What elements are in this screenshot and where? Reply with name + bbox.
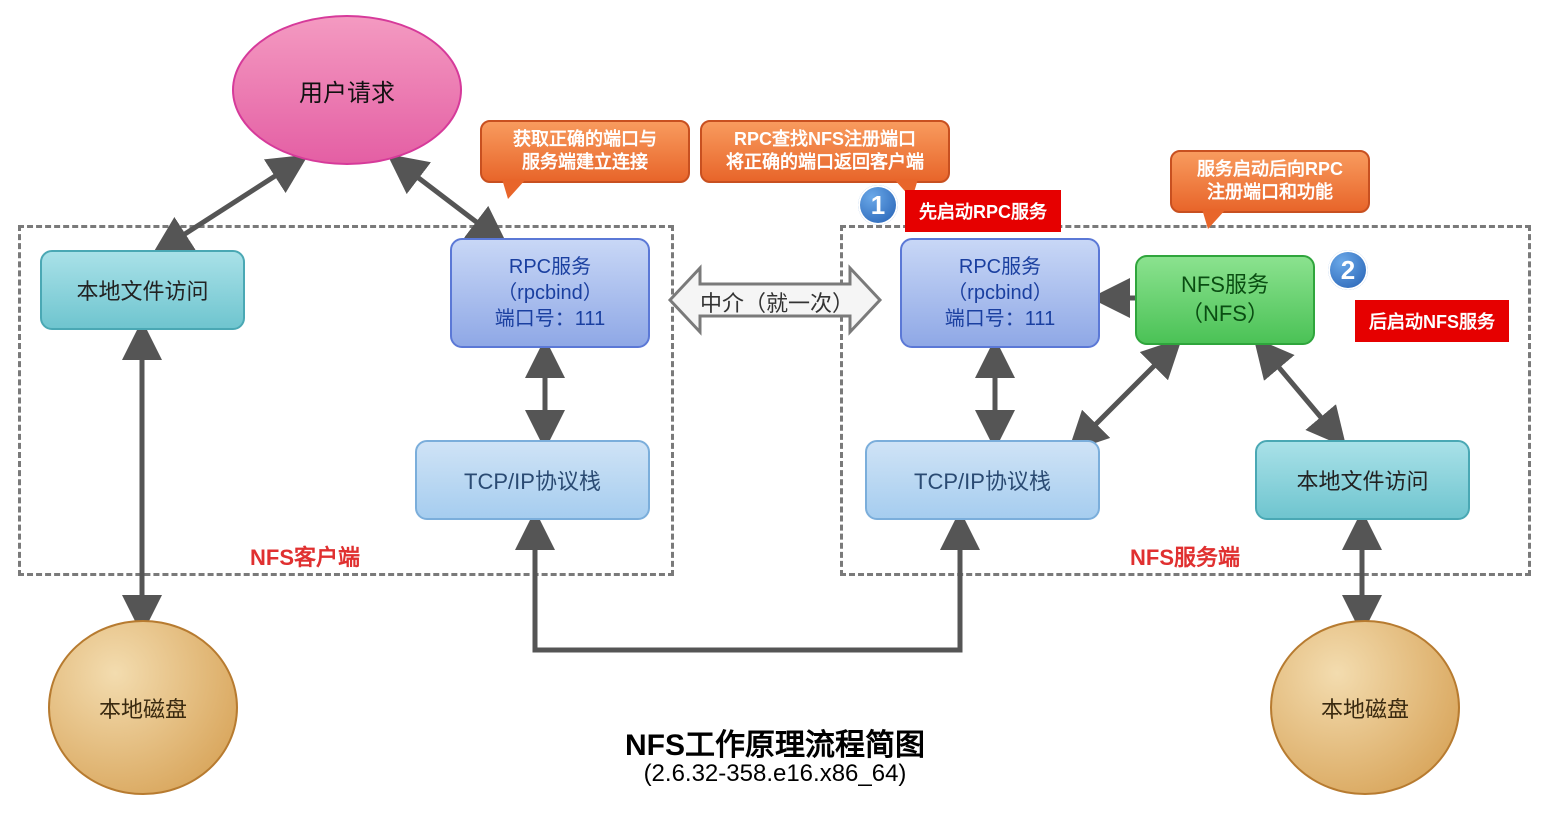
redbox-2: 后启动NFS服务 [1355,300,1509,342]
local-file-client-label: 本地文件访问 [76,274,208,306]
disk-server-node: 本地磁盘 [1270,620,1460,795]
caption-subtitle: (2.6.32-358.e16.x86_64) [480,760,1070,788]
callout-1-line2: 服务端建立连接 [522,152,648,172]
rpc-client-line2: （rpcbind） [497,280,603,306]
disk-server-label: 本地磁盘 [1321,692,1409,724]
user-request-node: 用户请求 [232,15,462,165]
local-file-server-label: 本地文件访问 [1296,464,1428,496]
middle-arrow-label: 中介（就一次） [700,286,854,318]
callout-2-line1: RPC查找NFS注册端口 [734,129,916,149]
client-region-label: NFS客户端 [250,540,360,572]
rpc-client-node: RPC服务 （rpcbind） 端口号：111 [450,238,650,348]
redbox-2-label: 后启动NFS服务 [1369,312,1495,332]
tcp-server-label: TCP/IP协议栈 [914,464,1051,496]
rpc-server-line3: 端口号：111 [945,306,1055,332]
disk-client-label: 本地磁盘 [99,692,187,724]
rpc-client-line3: 端口号：111 [495,306,605,332]
badge-2-label: 2 [1341,255,1355,286]
callout-1-line1: 获取正确的端口与 [513,129,657,149]
redbox-1: 先启动RPC服务 [905,190,1061,232]
local-file-client-node: 本地文件访问 [40,250,245,330]
nfs-service-line2: （NFS） [1181,300,1269,329]
rpc-server-line1: RPC服务 [959,254,1041,280]
callout-3-line1: 服务启动后向RPC [1197,159,1343,179]
server-region-label: NFS服务端 [1130,540,1240,572]
local-file-server-node: 本地文件访问 [1255,440,1470,520]
callout-3: 服务启动后向RPC 注册端口和功能 [1170,150,1370,213]
badge-2: 2 [1328,250,1368,290]
user-request-label: 用户请求 [299,73,395,108]
nfs-service-line1: NFS服务 [1181,271,1269,300]
tcp-server-node: TCP/IP协议栈 [865,440,1100,520]
rpc-client-line1: RPC服务 [509,254,591,280]
tcp-client-node: TCP/IP协议栈 [415,440,650,520]
redbox-1-label: 先启动RPC服务 [919,202,1047,222]
rpc-server-line2: （rpcbind） [947,280,1053,306]
rpc-server-node: RPC服务 （rpcbind） 端口号：111 [900,238,1100,348]
disk-client-node: 本地磁盘 [48,620,238,795]
tcp-client-label: TCP/IP协议栈 [464,464,601,496]
badge-1: 1 [858,185,898,225]
nfs-service-node: NFS服务 （NFS） [1135,255,1315,345]
caption-title: NFS工作原理流程简图 [480,720,1070,764]
callout-3-line2: 注册端口和功能 [1207,182,1333,202]
callout-2: RPC查找NFS注册端口 将正确的端口返回客户端 [700,120,950,183]
badge-1-label: 1 [871,190,885,221]
callout-1: 获取正确的端口与 服务端建立连接 [480,120,690,183]
callout-2-line2: 将正确的端口返回客户端 [726,152,924,172]
